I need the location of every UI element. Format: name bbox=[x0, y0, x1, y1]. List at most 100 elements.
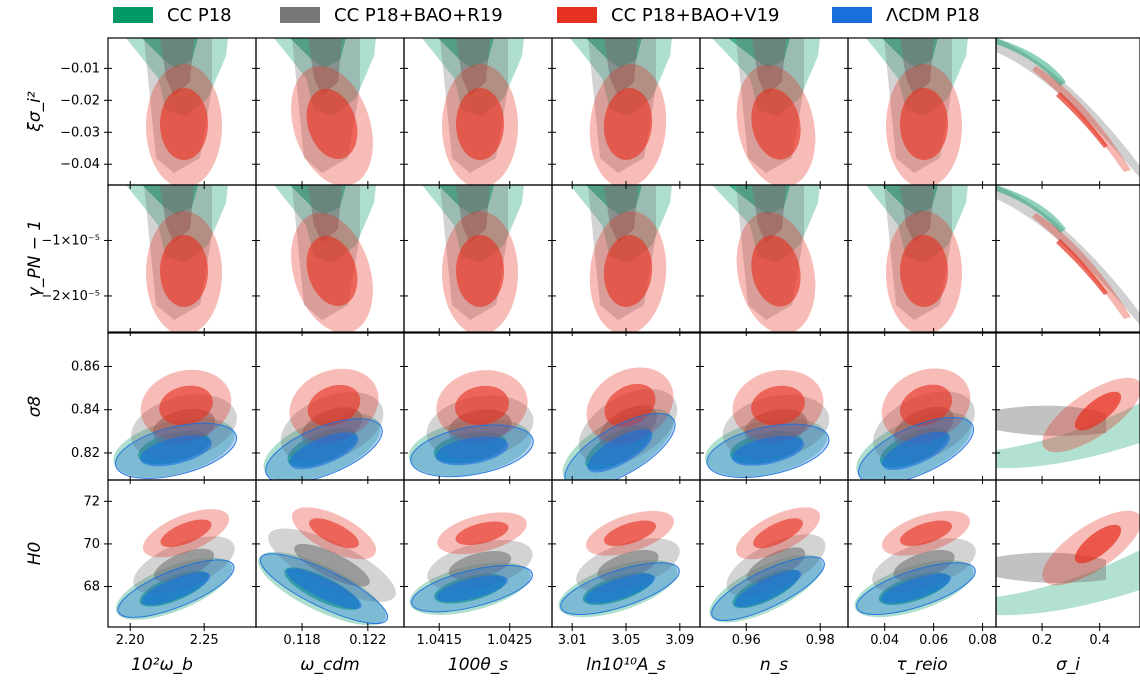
contour-cc-p18-bao-v19-inner-r2-c0 bbox=[159, 385, 213, 426]
legend-item-cc-p18: CC P18 bbox=[113, 2, 232, 28]
contour-cdm-p18-inner-r3-c4 bbox=[734, 570, 802, 608]
contour-r19-inner-r1-c0 bbox=[160, 185, 194, 243]
contour-v19-inner-r2-c6 bbox=[1074, 391, 1122, 431]
contour-v19-inner-r1-c5 bbox=[900, 235, 948, 307]
panel-r1-c5 bbox=[866, 185, 968, 332]
band-cc-p18-r1 bbox=[996, 185, 1066, 233]
xtick-label-c4-0: 0.96 bbox=[732, 633, 761, 648]
panel-r1-c3 bbox=[570, 185, 672, 332]
panel-r3-c1 bbox=[258, 507, 396, 626]
panel-r1-c2 bbox=[422, 185, 524, 332]
panel-r3-c5 bbox=[854, 510, 976, 618]
xlabel-c1: ω_cdm bbox=[300, 655, 359, 675]
xtick-label-c3-0: 3.01 bbox=[558, 633, 587, 648]
xlabel-c3: ln10¹⁰A_s bbox=[586, 655, 666, 675]
xtick-label-c5-1: 0.06 bbox=[919, 633, 948, 648]
ylabel-r2: σ8 bbox=[25, 396, 45, 418]
contour-r19-inner-r1-c3 bbox=[604, 185, 638, 243]
panel-r0-c0 bbox=[126, 38, 228, 185]
contour-v19-inner-r1-c2 bbox=[456, 235, 504, 307]
contour-v19-inner-r1-c4 bbox=[751, 235, 801, 307]
contour-cc-p18-bao-v19-inner-r3-c3 bbox=[603, 520, 657, 547]
band-r19-r0 bbox=[996, 38, 1140, 178]
contour-cc-p18-bao-v19-inner-r3-c0 bbox=[160, 519, 212, 548]
panel-r3-c6 bbox=[996, 510, 1140, 616]
contour-cdm-p18-inner-r3-c5 bbox=[880, 573, 952, 604]
xtick-label-c3-1: 3.05 bbox=[612, 633, 641, 648]
xtick-label-c0-1: 2.25 bbox=[190, 633, 219, 648]
panel-frame-r1-c6 bbox=[995, 184, 1140, 333]
legend-item-cc-p18-bao-r19: CC P18+BAO+R19 bbox=[280, 2, 503, 28]
panel-r2-c3 bbox=[562, 367, 678, 480]
xtick-label-c0-0: 2.20 bbox=[116, 633, 145, 648]
panel-r2-c5 bbox=[856, 368, 975, 480]
contour-cdm-p18-inner-r3-c3 bbox=[584, 573, 656, 604]
band-v19-inner-r1 bbox=[1056, 239, 1108, 295]
contour-cc-p18-bao-v19-inner-r3-c4 bbox=[753, 518, 803, 549]
xtick-label-c2-1: 1.0425 bbox=[487, 633, 533, 648]
ytick-label-r0-1: −0.02 bbox=[60, 93, 100, 108]
band-r19-r1 bbox=[996, 185, 1140, 325]
contour-r19-inner-r1-c2 bbox=[456, 185, 490, 243]
legend-swatch-cc-p18 bbox=[113, 7, 153, 23]
contour-v19-inner-r1-c0 bbox=[160, 235, 208, 307]
contour-v19-inner-r0-c2 bbox=[456, 88, 504, 160]
legend-swatch-cc-p18-bao-v19 bbox=[557, 7, 597, 23]
band-v19-inner-r0 bbox=[1056, 92, 1108, 148]
xtick-label-c6-0: 0.2 bbox=[1032, 633, 1053, 648]
band-cc-p18-r2 bbox=[996, 403, 1140, 469]
contour-r19-inner-r1-c1 bbox=[308, 185, 342, 243]
xlabel-c4: n_s bbox=[760, 655, 788, 675]
contour-cdm-p18-inner-r3-c0 bbox=[141, 572, 211, 606]
contour-v19-inner-r0-c4 bbox=[751, 88, 801, 160]
contour-v19-inner-r1-c3 bbox=[603, 235, 653, 307]
contour-v19-inner-r0-c1 bbox=[306, 88, 358, 160]
band-cc-p18-r3 bbox=[996, 550, 1140, 616]
panel-r1-c0 bbox=[126, 185, 228, 332]
contour-cc-p18-bao-v19-inner-r3-c2 bbox=[455, 521, 509, 546]
ylabel-r1: γ_PN − 1 bbox=[25, 220, 45, 297]
contour-r19-inner-r0-c0 bbox=[160, 38, 194, 96]
ytick-label-r3-1: 70 bbox=[83, 537, 100, 552]
xlabel-c0: 10²ω_b bbox=[131, 655, 193, 675]
ytick-label-r0-3: −0.04 bbox=[60, 157, 100, 172]
panel-r0-c4 bbox=[712, 38, 820, 185]
panel-r2-c6 bbox=[996, 377, 1140, 469]
contour-r19-inner-r0-c2 bbox=[456, 38, 490, 96]
xtick-label-c1-0: 0.118 bbox=[283, 633, 320, 648]
contour-cc-p18-bao-v19-inner-r3-c5 bbox=[899, 520, 953, 547]
xtick-label-c3-2: 3.09 bbox=[665, 633, 694, 648]
contour-r19-inner-r0-c5 bbox=[900, 38, 934, 96]
contour-v19-inner-r3-c6 bbox=[1074, 524, 1122, 564]
contour-cc-p18-bao-v19-inner-r3-c1 bbox=[309, 518, 359, 549]
contour-cc-p18-bao-v19-inner-r2-c1 bbox=[307, 384, 361, 427]
legend-swatch-lcdm-p18 bbox=[832, 7, 872, 23]
panel-r0-c6 bbox=[996, 38, 1140, 178]
legend-label-lcdm-p18: ΛCDM P18 bbox=[886, 4, 980, 26]
xtick-label-c5-0: 0.04 bbox=[870, 633, 899, 648]
panel-r3-c3 bbox=[558, 510, 680, 618]
contour-v19-inner-r0-c0 bbox=[160, 88, 208, 160]
ytick-label-r0-0: −0.01 bbox=[60, 61, 100, 76]
panel-r0-c5 bbox=[866, 38, 968, 185]
ytick-label-r3-0: 68 bbox=[83, 580, 100, 595]
legend: CC P18 CC P18+BAO+R19 CC P18+BAO+V19 ΛCD… bbox=[0, 2, 1140, 28]
contour-cc-p18-bao-v19-inner-r2-c4 bbox=[751, 385, 805, 426]
legend-label-cc-p18-bao-r19: CC P18+BAO+R19 bbox=[334, 4, 503, 26]
xtick-label-c4-1: 0.98 bbox=[806, 633, 835, 648]
contour-r19-inner-r0-c1 bbox=[308, 38, 342, 96]
legend-swatch-cc-p18-bao-r19 bbox=[280, 7, 320, 23]
contour-cdm-p18-inner-r3-c1 bbox=[286, 568, 362, 610]
panel-r2-c0 bbox=[113, 369, 238, 479]
ytick-label-r3-2: 72 bbox=[83, 494, 100, 509]
contour-cdm-p18-inner-r2-c3 bbox=[587, 429, 653, 473]
panel-r1-c4 bbox=[712, 185, 820, 332]
contour-cdm-p18-inner-r2-c5 bbox=[881, 431, 951, 471]
legend-item-cc-p18-bao-v19: CC P18+BAO+V19 bbox=[557, 2, 780, 28]
contour-cdm-p18-inner-r2-c0 bbox=[140, 435, 212, 467]
contour-cc-p18-bao-v19-inner-r2-c3 bbox=[604, 383, 656, 427]
panel-r0-c2 bbox=[422, 38, 524, 185]
legend-label-cc-p18-bao-v19: CC P18+BAO+V19 bbox=[611, 4, 780, 26]
contour-cdm-p18-inner-r2-c4 bbox=[731, 435, 805, 466]
xtick-label-c6-1: 0.4 bbox=[1089, 633, 1110, 648]
